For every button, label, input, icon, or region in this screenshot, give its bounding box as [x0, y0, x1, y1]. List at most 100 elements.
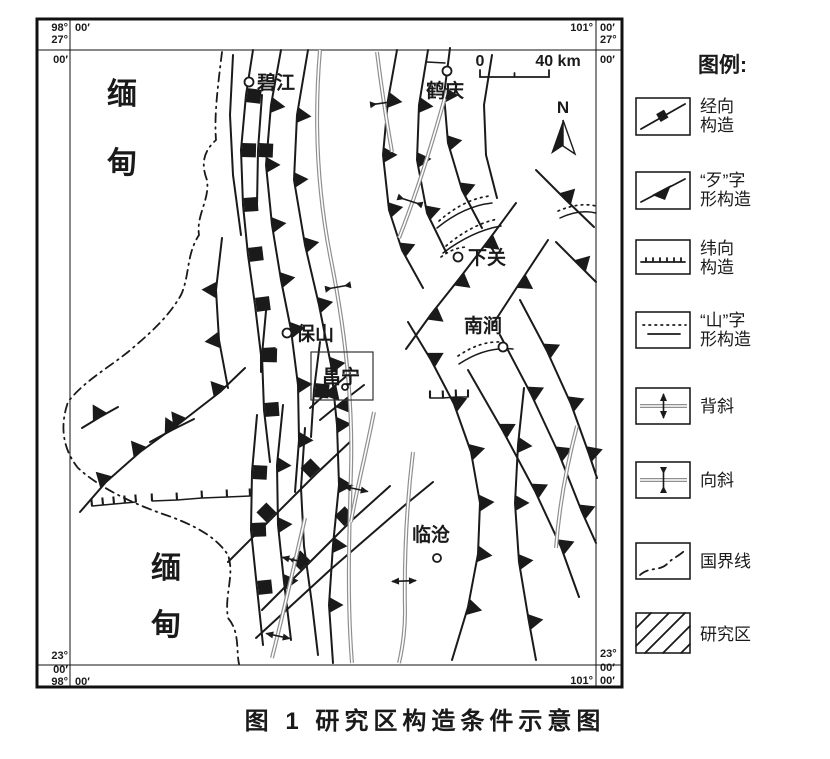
- legend-symbol-box: [635, 239, 691, 275]
- city-dot-heqing: [441, 65, 453, 77]
- legend-item-dai-shaped-structure: “歹”字 形构造: [635, 171, 751, 210]
- scale-bar-line: [479, 69, 550, 78]
- legend-symbol-box: [635, 311, 691, 349]
- latitudinal-structure-line: [428, 389, 470, 399]
- coord-bl-lon-deg: 98°: [51, 676, 68, 688]
- city-dot-xiaguan: [452, 251, 464, 263]
- legend-label: 构造: [700, 116, 734, 135]
- shan-structure-dots: [457, 341, 501, 357]
- fault-line: [261, 299, 280, 463]
- legend-label: 研究区: [700, 625, 751, 644]
- coord-br-lat-min: 00′: [600, 662, 615, 674]
- fault-line: [467, 369, 580, 598]
- fault-line: [382, 49, 424, 289]
- coord-br-lon-min: 00′: [600, 675, 615, 687]
- fault-line: [149, 417, 195, 443]
- fault-line: [499, 334, 597, 544]
- city-label-lincang: 临沧: [412, 523, 450, 546]
- fault-line: [79, 367, 246, 513]
- legend-item-meridional-structure: 经向 构造: [635, 97, 734, 136]
- city-label-bijiang: 碧江: [256, 71, 295, 94]
- legend: 图例: 经向 构造 “歹”字 形构造 纬向 构造: [635, 53, 751, 654]
- city-label-xiaguan: 下关: [468, 246, 506, 269]
- fault-line: [261, 485, 391, 611]
- meridional-structure-icon: [656, 109, 669, 122]
- coord-tl-lat-deg: 27°: [51, 34, 68, 46]
- figure-caption: 图 1 研究区构造条件示意图: [245, 707, 606, 735]
- coord-tl-lon-deg: 98°: [51, 22, 68, 34]
- shan-structure-arc: [559, 211, 597, 219]
- dai-shaped-structure-icon: [652, 185, 671, 200]
- fault-line: [309, 372, 351, 409]
- fault-line: [256, 94, 274, 206]
- fault-line: [319, 384, 365, 421]
- fault-lines: [79, 47, 603, 664]
- city-dot-bijiang: [243, 76, 255, 88]
- coord-tr-lon-min: 00′: [600, 22, 615, 34]
- legend-item-shan-shaped-structure: “山”字 形构造: [635, 311, 751, 349]
- legend-label: 形构造: [700, 190, 751, 209]
- fault-line: [514, 387, 544, 661]
- legend-label: 国界线: [700, 552, 751, 571]
- fault-line: [201, 237, 229, 389]
- legend-symbol-box: [635, 542, 691, 580]
- coord-tr-lon-deg: 101°: [570, 22, 593, 34]
- legend-item-national-boundary: 国界线: [635, 542, 751, 580]
- fault-line: [483, 54, 498, 199]
- coord-tr-lat-deg: 27°: [600, 34, 617, 46]
- city-label-nanjian: 南涧: [464, 315, 502, 337]
- legend-symbol-box: [635, 97, 691, 136]
- city-dot-nanjian: [497, 341, 509, 353]
- map-outer-border: [35, 17, 624, 689]
- legend-title: 图例:: [698, 53, 747, 77]
- coord-br-lat-deg: 23°: [600, 648, 617, 660]
- legend-label: 构造: [700, 258, 734, 277]
- shan-structure-dots: [438, 195, 491, 222]
- fault-line: [492, 239, 549, 325]
- legend-label: 纬向: [700, 239, 734, 258]
- legend-symbol-box: [635, 387, 691, 425]
- legend-item-latitudinal-structure: 纬向 构造: [635, 239, 734, 277]
- fault-line: [310, 341, 330, 438]
- fault-line: [255, 481, 434, 639]
- coord-tr-lat-min: 00′: [600, 54, 615, 66]
- fault-line: [555, 241, 597, 283]
- scale-bar: 0 40 km: [476, 53, 581, 78]
- fault-line: [250, 414, 273, 646]
- fault-line: [405, 202, 517, 350]
- fault-line: [229, 54, 242, 236]
- fault-line: [407, 321, 495, 661]
- shan-structure-arc: [458, 347, 514, 365]
- shan-structure-arc: [436, 202, 493, 229]
- coord-bl-lat-min: 00′: [53, 664, 68, 676]
- latitudinal-structure-icon: [640, 257, 686, 263]
- legend-item-syncline: 向斜: [635, 461, 734, 499]
- city-label-baoshan: 保山: [295, 322, 334, 345]
- legend-item-study-area: 研究区: [635, 612, 751, 654]
- scale-zero-label: 0: [476, 53, 485, 70]
- structure-arcs: [90, 195, 597, 507]
- national-boundary-icon: [639, 548, 687, 576]
- legend-symbol-box: [635, 171, 691, 210]
- fault-line: [416, 49, 447, 253]
- city-dot-changning: [341, 383, 349, 391]
- fault-line: [240, 49, 277, 373]
- legend-label: 向斜: [700, 471, 734, 490]
- coord-tl-lat-min: 00′: [53, 54, 68, 66]
- shan-structure-arc: [442, 225, 502, 254]
- fault-line: [300, 427, 319, 656]
- map-frame: 98° 00′ 27° 00′ 101° 00′ 27° 00′ 23° 00′…: [35, 17, 624, 689]
- city-dot-baoshan: [281, 327, 293, 339]
- country-labels: 缅 甸 缅 甸: [107, 78, 181, 642]
- north-arrow-left-half: [551, 120, 563, 154]
- country-label-myanmar-top-char2: 甸: [107, 147, 137, 180]
- fault-line: [81, 404, 119, 429]
- fault-line: [426, 61, 446, 64]
- latitudinal-structure-line: [90, 494, 138, 507]
- fault-line: [535, 169, 595, 228]
- city-dot-lincang: [432, 553, 442, 563]
- city-markers: 碧江 鹤庆 下关 保山 南涧 昌宁 临沧: [243, 65, 509, 563]
- coord-bl-lon-min: 00′: [75, 676, 90, 688]
